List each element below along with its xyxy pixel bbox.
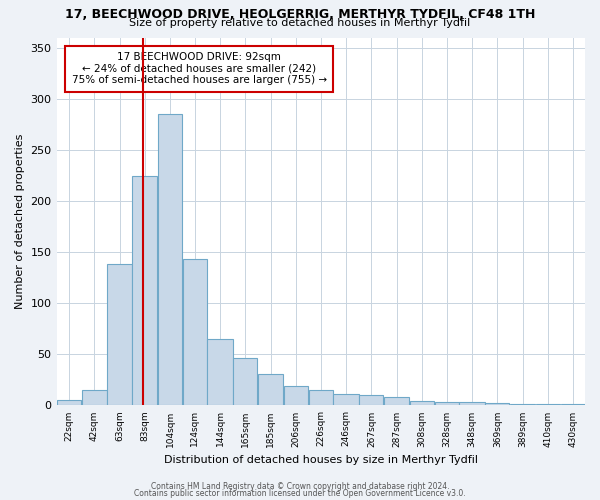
Bar [434, 402, 459, 406]
Bar [233, 358, 257, 406]
Bar [107, 264, 131, 406]
Bar [384, 398, 409, 406]
Bar [57, 400, 81, 406]
Bar [359, 395, 383, 406]
Bar [208, 339, 233, 406]
Bar [158, 114, 182, 406]
Bar [82, 390, 107, 406]
Bar [510, 404, 535, 406]
Text: Contains public sector information licensed under the Open Government Licence v3: Contains public sector information licen… [134, 490, 466, 498]
Bar [309, 390, 333, 406]
Text: 17, BEECHWOOD DRIVE, HEOLGERRIG, MERTHYR TYDFIL, CF48 1TH: 17, BEECHWOOD DRIVE, HEOLGERRIG, MERTHYR… [65, 8, 535, 20]
Bar [485, 404, 509, 406]
Bar [284, 386, 308, 406]
X-axis label: Distribution of detached houses by size in Merthyr Tydfil: Distribution of detached houses by size … [164, 455, 478, 465]
Bar [410, 402, 434, 406]
Text: Size of property relative to detached houses in Merthyr Tydfil: Size of property relative to detached ho… [130, 18, 470, 28]
Bar [536, 404, 560, 406]
Bar [334, 394, 359, 406]
Bar [560, 404, 584, 406]
Text: 17 BEECHWOOD DRIVE: 92sqm
← 24% of detached houses are smaller (242)
75% of semi: 17 BEECHWOOD DRIVE: 92sqm ← 24% of detac… [71, 52, 327, 86]
Bar [258, 374, 283, 406]
Text: Contains HM Land Registry data © Crown copyright and database right 2024.: Contains HM Land Registry data © Crown c… [151, 482, 449, 491]
Bar [460, 402, 485, 406]
Y-axis label: Number of detached properties: Number of detached properties [15, 134, 25, 309]
Bar [183, 260, 207, 406]
Bar [132, 176, 157, 406]
